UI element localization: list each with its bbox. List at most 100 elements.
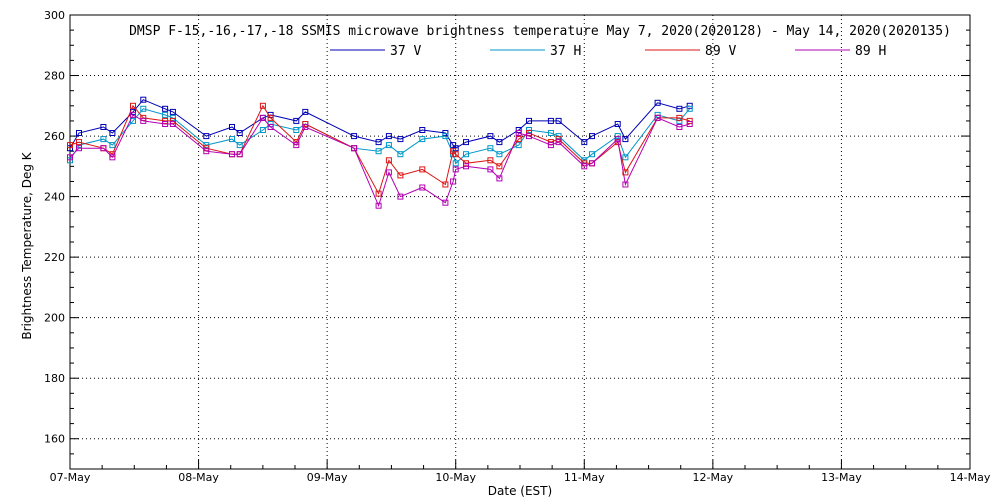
data-point-89-v: [67, 142, 73, 149]
data-point-37-v: [463, 139, 469, 146]
y-tick-label: 260: [44, 130, 65, 143]
data-point-89-h: [259, 114, 266, 121]
data-point-89-v: [162, 117, 169, 124]
data-point-89-h: [547, 142, 554, 149]
data-point-89-h: [397, 193, 404, 200]
data-point-37-v: [236, 130, 243, 136]
data-point-37-v: [547, 117, 554, 124]
data-point-37-h: [100, 136, 107, 143]
data-point-89-h: [375, 202, 382, 209]
data-point-37-h: [397, 151, 404, 158]
data-point-37-h: [293, 127, 300, 133]
data-point-89-h: [130, 111, 136, 118]
legend-label-37-h: 37 H: [550, 44, 581, 59]
data-point-37-v: [67, 145, 73, 152]
data-point-37-v: [419, 127, 426, 133]
data-point-37-h: [515, 142, 522, 149]
data-point-89-h: [162, 121, 169, 127]
data-point-89-v: [169, 117, 176, 124]
y-tick-label: 180: [44, 372, 65, 385]
data-point-89-h: [686, 121, 693, 127]
data-point-89-v: [397, 172, 404, 179]
legend-label-89-v: 89 V: [705, 44, 736, 59]
data-point-89-h: [442, 199, 449, 206]
data-point-89-h: [419, 184, 426, 191]
data-point-89-h: [515, 130, 522, 136]
x-axis-label: Date (EST): [488, 484, 552, 498]
x-tick-label: 14-May: [950, 471, 991, 484]
legend: 37 V 37 H 89 V 89 H: [330, 44, 886, 59]
x-tick-label: 12-May: [692, 471, 733, 484]
x-tick-label: 07-May: [50, 471, 91, 484]
data-point-89-h: [236, 151, 243, 158]
data-point-89-v: [686, 117, 693, 124]
data-point-89-h: [302, 124, 309, 130]
data-point-89-h: [452, 166, 459, 173]
data-point-37-h: [259, 127, 266, 133]
data-point-89-v: [385, 157, 392, 164]
data-point-89-v: [259, 102, 266, 109]
y-tick-label: 240: [44, 191, 65, 204]
data-point-37-h: [229, 136, 235, 143]
data-point-37-v: [442, 130, 449, 136]
data-point-89-h: [654, 114, 661, 121]
x-tick-label: 10-May: [435, 471, 476, 484]
data-point-37-v: [293, 117, 300, 124]
y-tick-label: 200: [44, 312, 65, 325]
data-point-37-v: [109, 130, 116, 136]
data-point-89-h: [463, 163, 469, 170]
series-line-37-v: [69, 99, 690, 149]
data-point-37-v: [622, 136, 629, 143]
x-tick-label: 09-May: [307, 471, 348, 484]
data-point-37-v: [100, 124, 107, 130]
data-point-89-h: [229, 151, 235, 158]
axis-ticks: [69, 14, 971, 470]
data-point-37-h: [236, 142, 243, 149]
y-tick-label: 300: [44, 9, 65, 22]
data-point-89-h: [76, 145, 82, 152]
data-point-89-h: [622, 181, 629, 188]
data-point-89-h: [140, 117, 147, 124]
data-point-37-h: [375, 148, 382, 155]
data-point-89-h: [589, 160, 595, 167]
data-point-89-h: [496, 175, 503, 182]
data-point-89-h: [169, 121, 176, 127]
legend-label-37-v: 37 V: [390, 44, 421, 59]
data-point-37-h: [547, 130, 554, 136]
y-tick-label: 160: [44, 433, 65, 446]
y-axis-label: Brightness Temperature, Deg K: [20, 151, 34, 339]
data-point-37-h: [109, 142, 116, 149]
data-point-89-v: [526, 130, 532, 136]
data-point-37-v: [397, 136, 404, 143]
data-point-37-v: [496, 139, 503, 146]
data-point-37-v: [589, 133, 595, 140]
x-tick-label: 13-May: [821, 471, 862, 484]
data-point-37-v: [526, 117, 532, 124]
data-point-37-v: [203, 133, 210, 140]
data-point-89-h: [67, 154, 73, 161]
data-point-89-h: [293, 142, 300, 149]
data-point-89-h: [487, 166, 494, 173]
y-tick-label: 280: [44, 70, 65, 83]
data-point-37-v: [169, 108, 176, 115]
data-point-37-h: [385, 142, 392, 149]
data-point-89-h: [526, 133, 532, 140]
data-point-89-v: [496, 163, 503, 170]
data-point-37-h: [162, 111, 169, 118]
data-point-37-v: [302, 108, 309, 115]
data-point-89-h: [555, 139, 562, 146]
grid: [70, 15, 970, 469]
data-point-89-h: [203, 148, 210, 155]
data-point-37-h: [463, 151, 469, 158]
data-point-89-h: [351, 145, 358, 152]
data-point-89-h: [267, 124, 274, 130]
data-point-37-h: [452, 160, 459, 167]
data-point-37-v: [140, 96, 147, 103]
data-point-37-h: [140, 105, 147, 112]
data-point-37-v: [76, 130, 82, 136]
data-point-37-v: [487, 133, 494, 140]
data-point-89-v: [375, 190, 382, 197]
data-point-37-v: [676, 105, 683, 112]
data-point-37-v: [581, 139, 588, 146]
